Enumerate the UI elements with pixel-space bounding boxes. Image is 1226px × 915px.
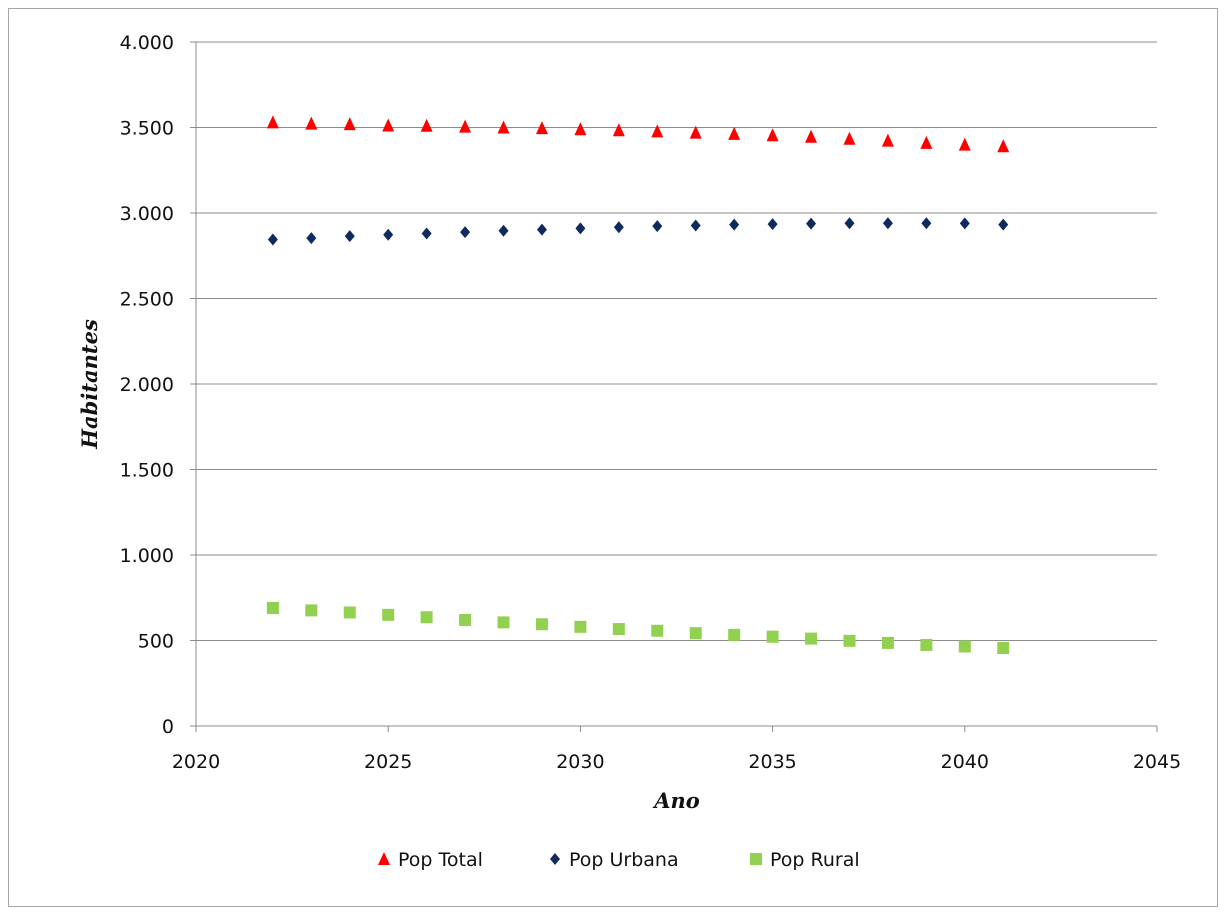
x-tick-label: 2030 [556, 751, 604, 773]
pop-urbana-point [536, 223, 547, 236]
pop-rural-point [805, 632, 818, 645]
pop-total-point [497, 120, 510, 134]
pop-urbana-point [498, 224, 509, 237]
pop-rural-point [459, 613, 472, 626]
pop-urbana-point [575, 222, 586, 235]
pop-total-point [958, 137, 971, 151]
y-tick-label: 1.500 [120, 460, 174, 482]
pop-total-point [574, 122, 587, 136]
pop-total-point [305, 116, 318, 130]
y-tick-label: 1.000 [120, 545, 174, 567]
pop-urbana-point [306, 232, 317, 245]
y-tick-label: 2.500 [120, 289, 174, 311]
pop-urbana-point [383, 228, 394, 241]
pop-urbana-point [460, 226, 471, 239]
pop-total-point [535, 121, 548, 135]
legend-item-pop-rural: Pop Rural [750, 849, 860, 871]
pop-total-point [420, 118, 433, 132]
pop-rural-point [420, 611, 433, 624]
pop-rural-point [535, 618, 548, 631]
pop-rural-point [382, 608, 395, 621]
pop-rural-point [997, 642, 1010, 655]
pop-rural-point [843, 634, 856, 647]
pop-total-point [266, 115, 279, 129]
x-tick-label: 2025 [364, 751, 412, 773]
pop-rural-point [766, 630, 779, 643]
legend-label-pop-rural: Pop Rural [770, 849, 860, 871]
legend-marker-pop-urbana [550, 853, 560, 865]
x-tick-label: 2045 [1133, 751, 1181, 773]
legend-marker-pop-rural [750, 853, 762, 865]
gridlines [196, 41, 1157, 641]
pop-total-point [343, 117, 356, 131]
pop-urbana-point [613, 221, 624, 234]
legend-item-pop-total: Pop Total [378, 849, 483, 871]
pop-total-point [920, 135, 933, 149]
pop-urbana-point [344, 230, 355, 243]
axes [190, 41, 1158, 732]
pop-urbana-point [882, 217, 893, 230]
pop-urbana-point [767, 218, 778, 231]
y-tick-label: 3.500 [120, 118, 174, 140]
x-axis-title: Ano [652, 788, 700, 813]
y-tick-label: 4.000 [120, 32, 174, 54]
pop-rural-point [343, 606, 356, 619]
x-tick-label: 2020 [172, 751, 220, 773]
pop-urbana-point [690, 219, 701, 232]
y-tick-label: 500 [138, 631, 174, 653]
pop-rural-point [266, 602, 279, 615]
pop-rural-point [651, 624, 664, 637]
series-pop-rural [266, 602, 1010, 655]
x-tick-labels: 2020 2025 2030 2035 2040 2045 [172, 751, 1181, 773]
pop-urbana-point [421, 227, 432, 240]
pop-total-point [689, 125, 702, 139]
pop-rural-point [728, 628, 741, 641]
y-axis-title: Habitantes [77, 319, 102, 450]
pop-rural-point [497, 616, 510, 629]
pop-rural-point [958, 640, 971, 653]
pop-total-point [459, 119, 472, 133]
pop-total-point [843, 131, 856, 145]
pop-urbana-point [959, 217, 970, 230]
y-tick-label: 0 [162, 716, 174, 738]
series-pop-urbana [267, 217, 1009, 246]
series-pop-total [266, 115, 1010, 153]
pop-urbana-point [652, 220, 663, 233]
legend-label-pop-total: Pop Total [398, 849, 483, 871]
chart-frame [8, 8, 1218, 907]
data-points [266, 115, 1010, 655]
pop-total-point [766, 128, 779, 142]
pop-total-point [997, 139, 1010, 153]
pop-rural-point [689, 627, 702, 640]
pop-total-point [728, 126, 741, 140]
x-tick-label: 2040 [941, 751, 989, 773]
pop-total-point [382, 118, 395, 132]
pop-rural-point [920, 638, 933, 651]
x-tick-label: 2035 [748, 751, 796, 773]
pop-total-point [805, 129, 818, 143]
pop-urbana-point [921, 217, 932, 230]
y-tick-label: 2.000 [120, 374, 174, 396]
pop-urbana-point [729, 218, 740, 231]
pop-urbana-point [267, 233, 278, 246]
pop-rural-point [881, 636, 894, 649]
pop-urbana-point [806, 217, 817, 230]
pop-rural-point [612, 623, 625, 636]
legend: Pop Total Pop Urbana Pop Rural [378, 849, 860, 871]
legend-item-pop-urbana: Pop Urbana [550, 849, 679, 871]
pop-total-point [612, 123, 625, 137]
legend-marker-pop-total [378, 852, 390, 865]
pop-total-point [651, 124, 664, 138]
y-tick-labels: 0 500 1.000 1.500 2.000 2.500 3.000 3.500 4.000 [120, 32, 174, 738]
pop-urbana-point [998, 218, 1009, 231]
pop-rural-point [574, 620, 587, 633]
legend-label-pop-urbana: Pop Urbana [569, 849, 679, 871]
y-tick-label: 3.000 [120, 203, 174, 225]
pop-rural-point [305, 604, 318, 617]
pop-urbana-point [844, 217, 855, 230]
pop-total-point [881, 133, 894, 147]
